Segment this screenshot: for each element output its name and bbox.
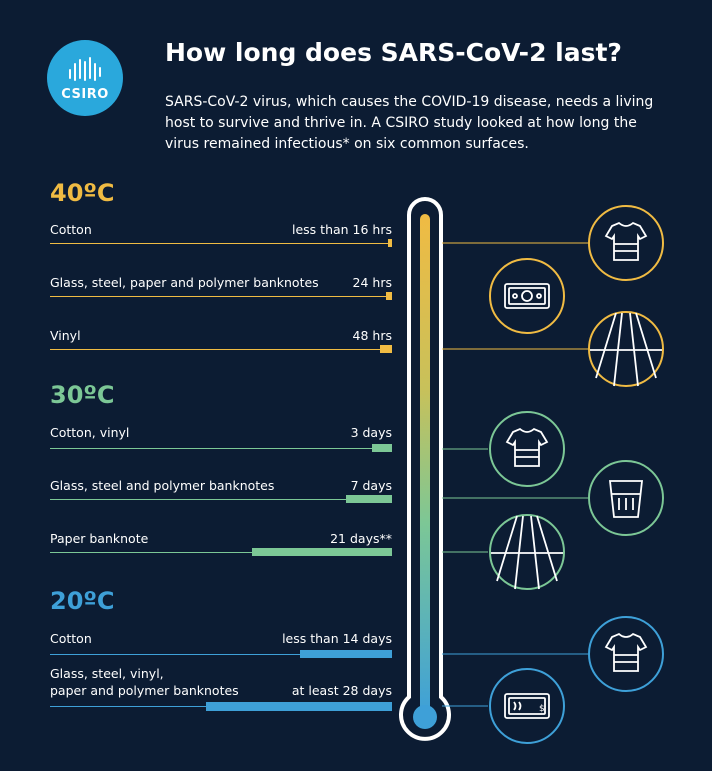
- duration-bar: [252, 548, 392, 556]
- duration-label: at least 28 days: [291, 683, 392, 698]
- thermometer-icon: [399, 197, 451, 741]
- logo-text: CSIRO: [61, 87, 109, 102]
- temperature-heading-40: 40ºC: [50, 179, 115, 207]
- duration-bar: [380, 345, 392, 353]
- row-line: [50, 654, 300, 655]
- t-shirt-icon: [588, 616, 664, 692]
- surface-label: Vinyl: [50, 328, 81, 343]
- duration-label: 7 days: [350, 478, 392, 493]
- row-line: [50, 499, 346, 500]
- vinyl-road-icon: [588, 311, 664, 387]
- row-line: [50, 349, 380, 350]
- vinyl-road-icon: [489, 514, 565, 590]
- row-line: [50, 296, 388, 297]
- surface-label-line2: paper and polymer banknotes: [50, 683, 239, 698]
- row-line: [50, 448, 372, 449]
- banknote-icon: [489, 258, 565, 334]
- surface-label: Cotton, vinyl: [50, 425, 130, 440]
- duration-label: less than 14 days: [282, 631, 392, 646]
- duration-label: 3 days: [350, 425, 392, 440]
- duration-bar: [388, 239, 392, 247]
- svg-text:$: $: [539, 704, 545, 714]
- row-line: [50, 552, 252, 553]
- surface-label: Cotton: [50, 222, 92, 237]
- duration-bar: [346, 495, 392, 503]
- duration-label: 24 hrs: [352, 275, 392, 290]
- banknote-icon: $: [489, 668, 565, 744]
- row-line: [50, 706, 206, 707]
- duration-label: less than 16 hrs: [292, 222, 392, 237]
- surface-label: Glass, steel, paper and polymer banknote…: [50, 275, 319, 290]
- csiro-logo-mark-icon: [69, 57, 101, 81]
- surface-label-line1: Glass, steel, vinyl,: [50, 666, 164, 681]
- t-shirt-icon: [588, 205, 664, 281]
- csiro-logo: CSIRO: [47, 40, 123, 116]
- duration-bar: [372, 444, 392, 452]
- duration-label: 21 days**: [330, 531, 392, 546]
- surface-label: Cotton: [50, 631, 92, 646]
- row-line: [50, 243, 388, 244]
- surface-label: Paper banknote: [50, 531, 149, 546]
- duration-label: 48 hrs: [352, 328, 392, 343]
- temperature-heading-30: 30ºC: [50, 381, 115, 409]
- surface-label: Glass, steel and polymer banknotes: [50, 478, 275, 493]
- page-title: How long does SARS-CoV-2 last?: [165, 38, 622, 67]
- temperature-heading-20: 20ºC: [50, 587, 115, 615]
- t-shirt-icon: [489, 411, 565, 487]
- glass-icon: [588, 460, 664, 536]
- intro-text: SARS-CoV-2 virus, which causes the COVID…: [165, 94, 654, 152]
- duration-bar: [300, 650, 392, 658]
- duration-bar: [386, 292, 392, 300]
- duration-bar: [206, 702, 392, 711]
